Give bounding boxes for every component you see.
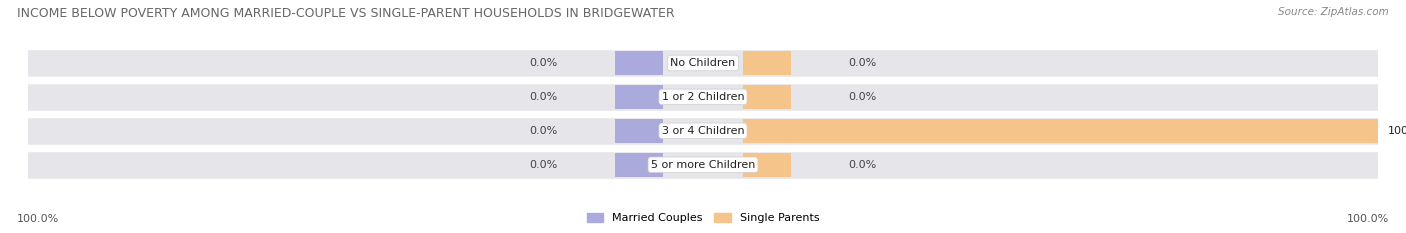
Text: INCOME BELOW POVERTY AMONG MARRIED-COUPLE VS SINGLE-PARENT HOUSEHOLDS IN BRIDGEW: INCOME BELOW POVERTY AMONG MARRIED-COUPL… <box>17 7 675 20</box>
Text: 0.0%: 0.0% <box>530 58 558 68</box>
Text: 0.0%: 0.0% <box>848 58 876 68</box>
Text: 5 or more Children: 5 or more Children <box>651 160 755 170</box>
Text: 0.0%: 0.0% <box>530 92 558 102</box>
Text: 100.0%: 100.0% <box>1347 214 1389 224</box>
Bar <box>28 150 1378 180</box>
Text: 0.0%: 0.0% <box>848 160 876 170</box>
Bar <box>616 153 662 177</box>
Bar <box>744 51 790 75</box>
Text: Source: ZipAtlas.com: Source: ZipAtlas.com <box>1278 7 1389 17</box>
Bar <box>616 119 662 143</box>
Bar <box>744 119 790 143</box>
Text: No Children: No Children <box>671 58 735 68</box>
Bar <box>790 119 1378 143</box>
Bar <box>616 51 662 75</box>
Bar <box>744 153 790 177</box>
Bar <box>28 48 1378 78</box>
Bar <box>28 82 1378 112</box>
Text: 100.0%: 100.0% <box>17 214 59 224</box>
Legend: Married Couples, Single Parents: Married Couples, Single Parents <box>582 208 824 227</box>
Text: 0.0%: 0.0% <box>530 126 558 136</box>
Text: 1 or 2 Children: 1 or 2 Children <box>662 92 744 102</box>
Bar <box>28 116 1378 146</box>
Text: 0.0%: 0.0% <box>530 160 558 170</box>
Bar <box>616 85 662 109</box>
Text: 3 or 4 Children: 3 or 4 Children <box>662 126 744 136</box>
Bar <box>744 85 790 109</box>
Text: 100.0%: 100.0% <box>1388 126 1406 136</box>
Text: 0.0%: 0.0% <box>848 92 876 102</box>
